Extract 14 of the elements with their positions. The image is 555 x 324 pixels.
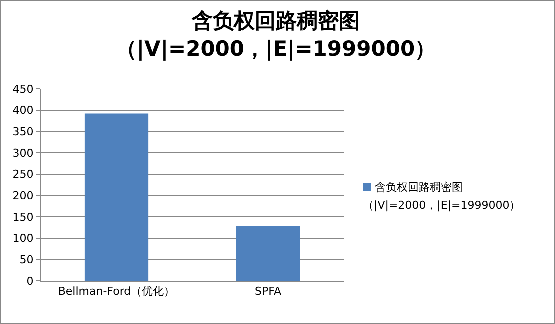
x-tick-label: Bellman-Ford（优化）	[58, 285, 176, 298]
y-tick-label: 450	[12, 82, 34, 96]
y-tick-label: 400	[12, 104, 34, 118]
y-tick-label: 200	[12, 190, 34, 203]
y-tick-label: 0	[26, 274, 34, 288]
legend-label: 含负权回路稠密图（|V|=2000，|E|=1999000）	[363, 180, 522, 214]
y-tick-label: 300	[12, 146, 34, 160]
y-tick-label: 100	[12, 232, 34, 246]
y-tick-label: 250	[12, 168, 34, 182]
y-tick-label: 350	[12, 126, 34, 139]
chart-title: 含负权回路稠密图（|V|=2000，|E|=1999000）	[114, 8, 438, 63]
y-tick-label: 50	[20, 254, 34, 267]
y-tick-label: 150	[12, 210, 34, 224]
x-tick-label: SPFA	[255, 285, 282, 298]
